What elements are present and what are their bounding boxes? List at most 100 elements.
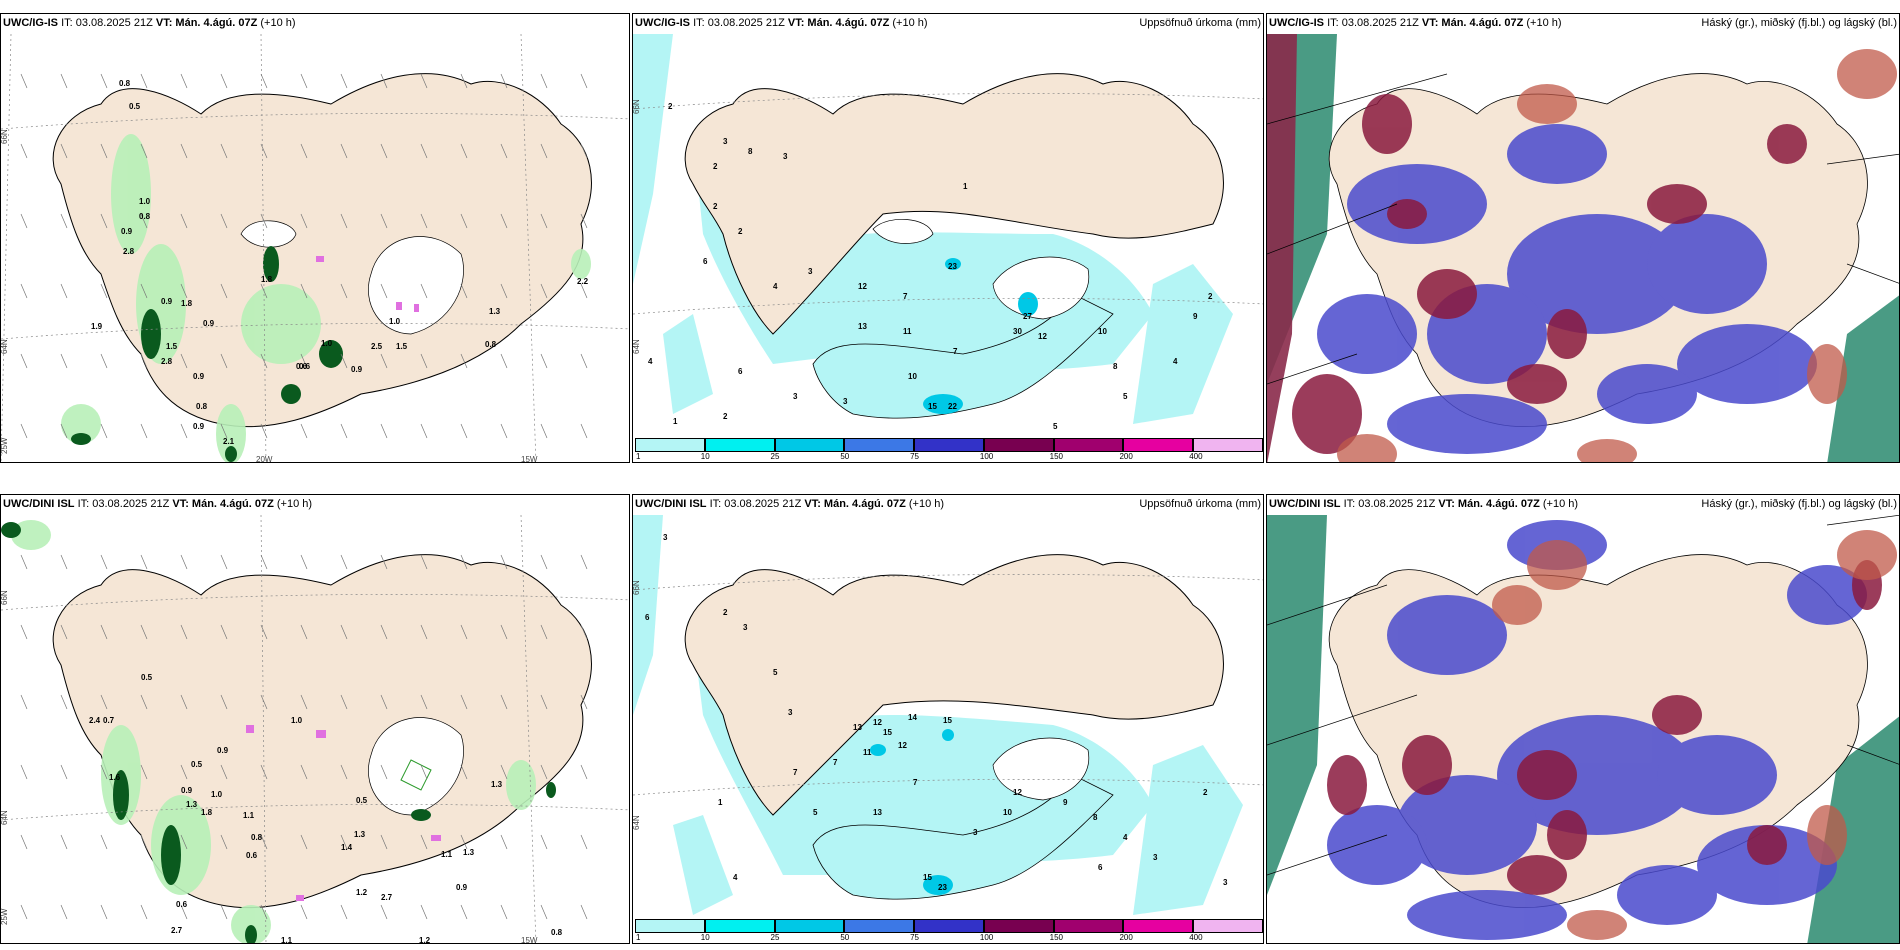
lat-label: 66N xyxy=(633,99,641,114)
precip-value: 13 xyxy=(853,723,862,732)
wind-value: 1.1 xyxy=(243,811,255,820)
precip-value: 2 xyxy=(1203,788,1208,797)
precip-value: 13 xyxy=(858,322,867,331)
panel-subtitle: Háský (gr.), miðský (fj.bl.) og lágský (… xyxy=(1701,17,1897,29)
colorbar-swatch xyxy=(914,919,984,933)
panel-subtitle: Uppsöfnuð úrkoma (mm) xyxy=(1139,498,1261,510)
precip-value: 1 xyxy=(718,798,723,807)
wind-value: 1.8 xyxy=(261,275,273,284)
precip-value: 7 xyxy=(913,778,918,787)
precip-value: 11 xyxy=(863,748,872,757)
colorbar-label: 150 xyxy=(1049,452,1064,461)
wind-value: 0.9 xyxy=(217,746,229,755)
wind-value: 2.7 xyxy=(381,893,393,902)
colorbar-swatch xyxy=(1123,919,1194,933)
precip-value: 11 xyxy=(903,327,912,336)
precip-value: 6 xyxy=(645,613,650,622)
precip-value: 2 xyxy=(723,412,728,421)
wind-value: 1.4 xyxy=(341,843,353,852)
colorbar-swatch xyxy=(704,438,775,452)
colorbar-label: 75 xyxy=(910,933,920,942)
precip-value: 2 xyxy=(713,162,718,171)
precip-value: 3 xyxy=(808,267,813,276)
precip-value: 4 xyxy=(648,357,653,366)
precip-value: 10 xyxy=(1098,327,1107,336)
wind-value: 0.9 xyxy=(193,422,205,431)
wind-value: 2.2 xyxy=(577,277,589,286)
wind-value: 1.5 xyxy=(396,342,408,351)
wind-value: 0.9 xyxy=(181,786,193,795)
precip-value: 7 xyxy=(833,758,838,767)
precip-value: 5 xyxy=(773,668,778,677)
wind-value: 1.0 xyxy=(139,197,151,206)
panel-subtitle: Uppsöfnuð úrkoma (mm) xyxy=(1139,17,1261,29)
precip-value: 9 xyxy=(1193,312,1198,321)
wind-bottom-values: 2.4 0.7 0.5 1.6 1.0 0.9 0.5 0.9 1.3 1.1 … xyxy=(89,673,563,943)
colorbar-label: 10 xyxy=(700,933,710,942)
precip-value: 3 xyxy=(1153,853,1158,862)
wind-value: 1.0 xyxy=(321,339,333,348)
precip-value: 2 xyxy=(723,608,728,617)
precip-value: 1 xyxy=(673,417,678,426)
precip-value: 23 xyxy=(938,883,947,892)
wind-value: 1.0 xyxy=(211,790,223,799)
wind-top-values: 0.8 0.5 1.0 0.8 0.9 2.8 1.8 0.9 1.8 0.9 … xyxy=(91,79,589,446)
colorbar-label: 25 xyxy=(770,933,780,942)
precip-value: 4 xyxy=(733,873,738,882)
precip-value: 30 xyxy=(1013,327,1022,336)
precip-colorbar: 1 10 25 50 75 100 150 200 400 xyxy=(635,919,1263,942)
lon-label: 25W xyxy=(1,437,9,454)
wind-value: 1.2 xyxy=(356,888,368,897)
colorbar-label: 400 xyxy=(1189,933,1203,942)
wind-value: 1.0 xyxy=(389,317,401,326)
colorbar-label: 50 xyxy=(840,933,850,942)
wind-value: 0.9 xyxy=(203,319,215,328)
wind-value: 2.1 xyxy=(223,437,235,446)
panel-dini-precip: UWC/DINI ISL IT: 03.08.2025 21Z VT: Mán.… xyxy=(632,494,1264,944)
wind-value: 0.7 xyxy=(103,716,115,725)
precip-value: 3 xyxy=(843,397,848,406)
colorbar-swatch xyxy=(844,438,915,452)
precip-value: 8 xyxy=(1113,362,1118,371)
colorbar-label: 50 xyxy=(840,452,850,461)
wind-value: 0.9 xyxy=(161,297,173,306)
wind-value: 1.5 xyxy=(166,342,178,351)
colorbar-swatch xyxy=(774,919,845,933)
precip-value: 7 xyxy=(953,347,958,356)
colorbar-swatch xyxy=(983,438,1054,452)
panel-title: UWC/IG-IS IT: 03.08.2025 21Z VT: Mán. 4.… xyxy=(1269,17,1562,29)
wind-value: 0.5 xyxy=(356,796,368,805)
precip-value: 22 xyxy=(948,402,957,411)
panel-igis-precip: UWC/IG-IS IT: 03.08.2025 21Z VT: Mán. 4.… xyxy=(632,13,1264,463)
wind-value: 0.5 xyxy=(141,673,153,682)
precip-value: 8 xyxy=(748,147,753,156)
wind-value: 2.5 xyxy=(371,342,383,351)
lon-label: 15W xyxy=(521,936,538,944)
precip-value: 7 xyxy=(793,768,798,777)
lat-label: 66N xyxy=(633,580,641,595)
panel-title: UWC/IG-IS IT: 03.08.2025 21Z VT: Mán. 4.… xyxy=(635,17,928,29)
lat-label: 64N xyxy=(633,339,641,354)
wind-value: 1.3 xyxy=(354,830,366,839)
wind-value: 1.0 xyxy=(291,716,303,725)
precip-colorbar: 1 10 25 50 75 100 150 200 400 xyxy=(635,438,1263,461)
wind-value: 1.6 xyxy=(109,773,121,782)
precip-value: 2 xyxy=(738,227,743,236)
panel-igis-wind: UWC/IG-IS IT: 03.08.2025 21Z VT: Mán. 4.… xyxy=(0,13,630,463)
wind-value: 2.8 xyxy=(161,357,173,366)
precip-value: 12 xyxy=(873,718,882,727)
wind-value: 0.5 xyxy=(191,760,203,769)
precip-value: 2 xyxy=(713,202,718,211)
precip-value: 15 xyxy=(923,873,932,882)
wind-value: 0.8 xyxy=(485,340,497,349)
lon-label: 25W xyxy=(1,908,9,925)
precip-value: 9 xyxy=(1063,798,1068,807)
precip-value: 5 xyxy=(1123,392,1128,401)
precip-value: 5 xyxy=(1053,422,1058,431)
precip-value: 12 xyxy=(1038,332,1047,341)
precip-value: 3 xyxy=(783,152,788,161)
wind-value: 0.6 xyxy=(296,362,308,371)
precip-value: 3 xyxy=(663,533,668,542)
precip-value: 3 xyxy=(793,392,798,401)
colorbar-swatch xyxy=(983,919,1054,933)
